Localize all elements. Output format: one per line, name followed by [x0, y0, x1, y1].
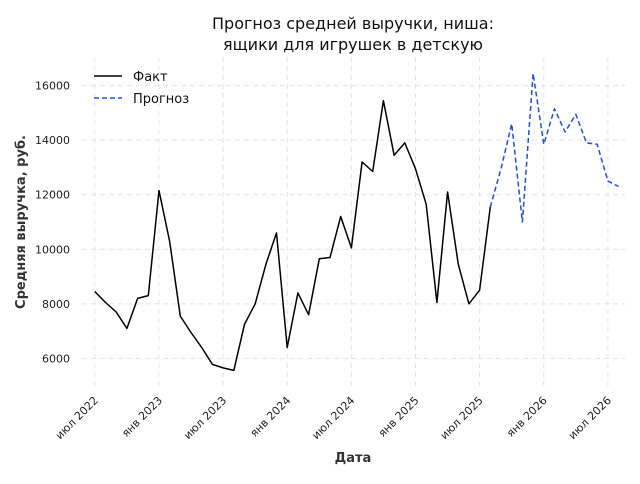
x-tick-label: июл 2022 [53, 394, 101, 442]
grid [82, 57, 625, 387]
legend: Факт Прогноз [94, 70, 189, 107]
y-tick-label: 16000 [35, 80, 70, 93]
x-tick-label: янв 2026 [504, 394, 550, 440]
x-tick-label: янв 2023 [119, 394, 165, 440]
series-layer [94, 72, 619, 372]
chart-title-line-2: ящики для игрушек в детскую [223, 35, 483, 54]
chart-title-line-1: Прогноз средней выручки, ниша: [212, 14, 494, 33]
x-tick-label: июл 2025 [438, 394, 486, 442]
x-axis-ticks: июл 2022 янв 2023 июл 2023 янв 2024 июл 2024… [53, 394, 614, 442]
x-tick-label: июл 2024 [309, 394, 357, 442]
x-tick-label: янв 2025 [376, 394, 422, 440]
x-tick-label: янв 2024 [248, 394, 294, 440]
x-axis-label: Дата [335, 451, 372, 466]
series-forecast-line [489, 72, 619, 223]
y-tick-label: 8000 [42, 298, 70, 311]
y-axis-ticks: 6000 8000 10000 12000 14000 16000 [35, 80, 70, 366]
y-tick-label: 10000 [35, 243, 70, 256]
y-tick-label: 6000 [42, 352, 70, 365]
y-tick-label: 12000 [35, 189, 70, 202]
x-tick-label: июл 2023 [181, 394, 229, 442]
legend-fact-label: Факт [133, 70, 168, 85]
legend-forecast-label: Прогноз [133, 92, 189, 107]
y-axis-label: Средняя выручка, руб. [14, 135, 29, 309]
series-fact-line [94, 99, 492, 372]
y-tick-label: 14000 [35, 134, 70, 147]
x-tick-label: июл 2026 [566, 394, 614, 442]
